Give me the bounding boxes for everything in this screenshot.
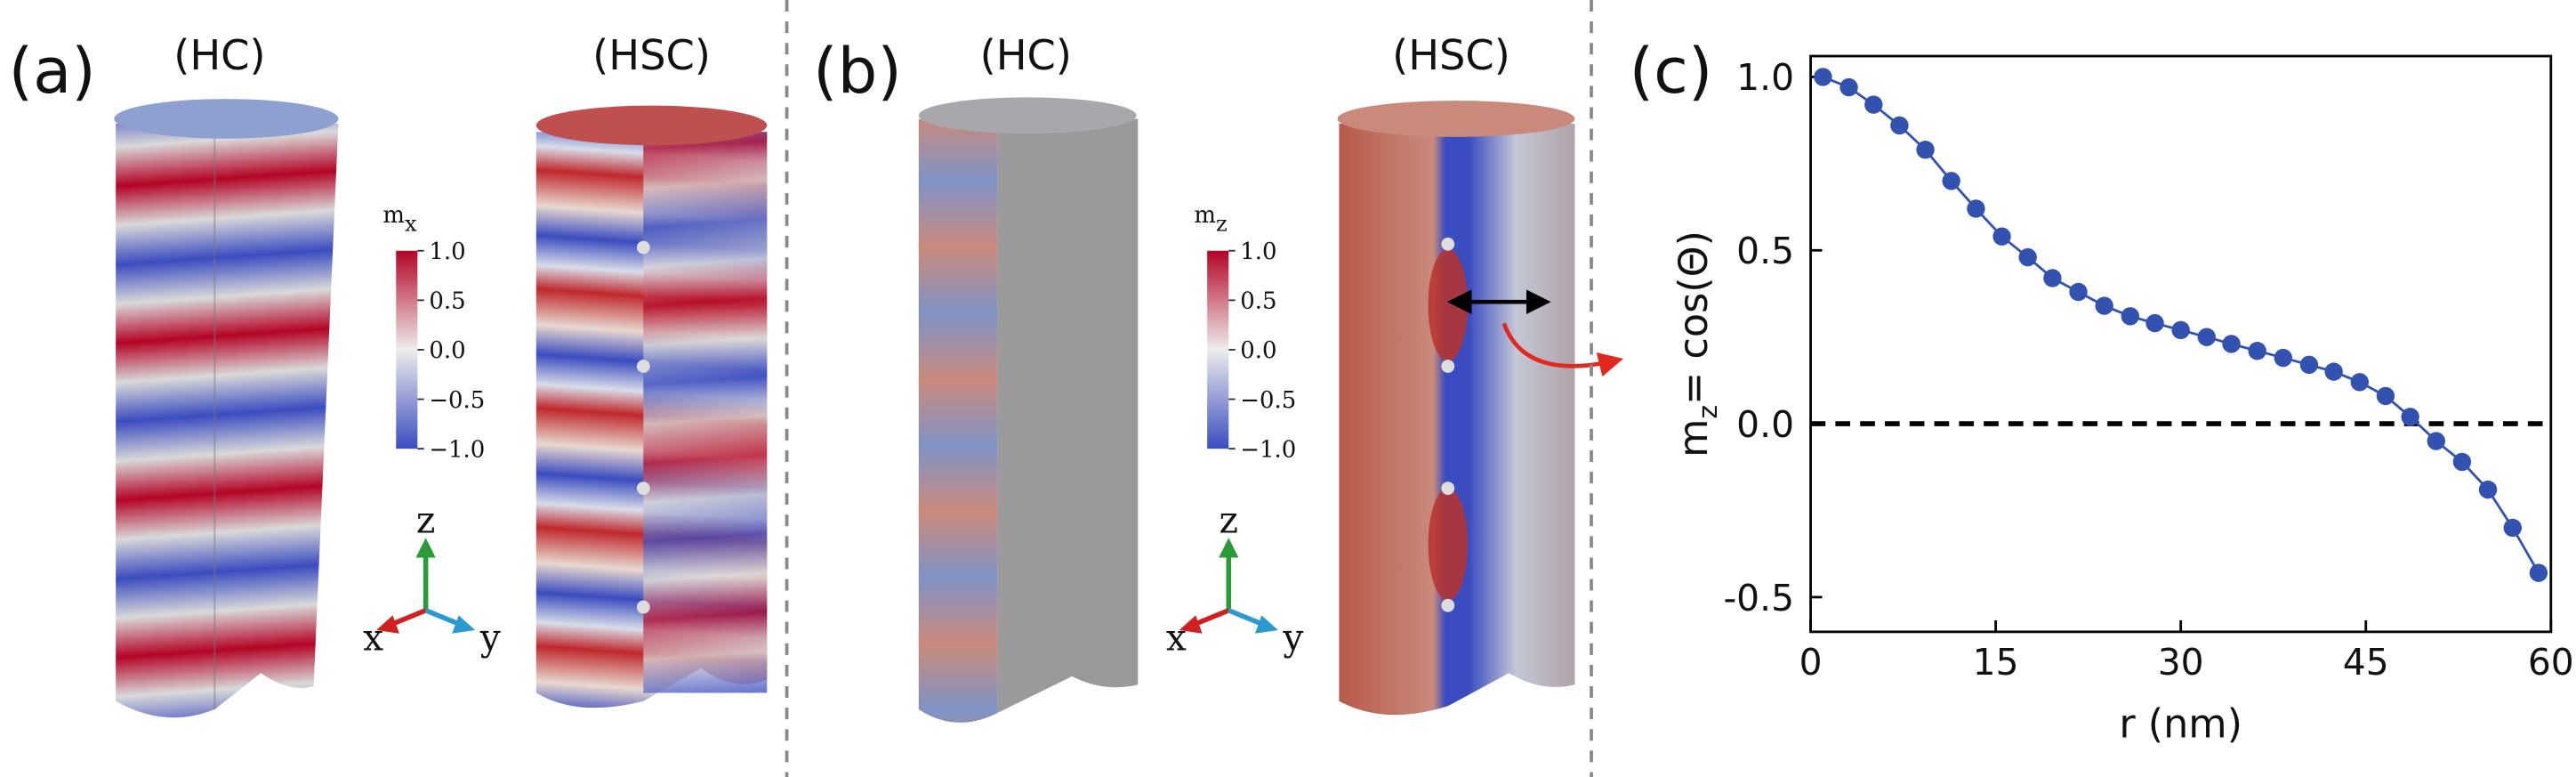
x-tick-label: 0 [1799,641,1823,684]
panel-title: (HC) [980,31,1072,79]
axis-label-y: y [1282,616,1303,659]
y-label-sub: z [1692,405,1723,419]
panel-label: (a) [9,35,96,108]
colorbar-tick-label: 0.0 [1240,337,1276,364]
data-point [2197,328,2216,346]
data-point [2121,307,2139,326]
data-point [1864,95,1883,114]
data-point [2299,355,2319,375]
axis-head-x [376,615,399,634]
cylinder-hsc-a [535,105,768,708]
cylinder-hsc-b [1337,101,1624,716]
y-tick-label: 0.0 [1736,403,1794,446]
colorbar-gradient [1207,250,1229,449]
data-point [2274,348,2292,368]
colorbar: mz 1.0 0.5 0.0 −0.5 −1.0 [1194,202,1296,463]
colorbar-tick-label: 1.0 [429,239,465,265]
panel-title: (HSC) [1392,31,1510,79]
cylinder-hc-b [918,97,1139,723]
data-point [2248,342,2266,360]
data-point [1916,141,1935,159]
axis-arrow-y [424,608,463,628]
axis-head-z [1219,538,1239,558]
data-point [1814,68,1832,86]
data-point [2043,269,2062,287]
data-point [2427,432,2445,450]
axis-head-y [1254,615,1278,634]
data-point [2171,320,2190,340]
data-point [2069,282,2088,302]
data-point [2503,518,2522,538]
colorbar-tick-label: −1.0 [429,436,485,463]
y-label-rest: = cos(Θ) [1671,231,1717,405]
y-tick-label: 0.5 [1736,230,1794,272]
axis-head-x [1179,615,1203,634]
data-point [2095,296,2113,315]
colorbar-label: mz [1194,202,1227,236]
data-point [2376,386,2395,406]
axis-arrow-y [1228,608,1267,628]
data-point [1942,172,1960,190]
colorbar-tick-label: −0.5 [1240,387,1296,414]
colorbar-gradient [396,250,418,449]
colorbar-tick-label: 0.0 [429,337,465,364]
y-tick-label: 1.0 [1736,56,1794,99]
panel-title: (HSC) [592,31,711,79]
data-point [2350,373,2369,392]
axis-label-z: z [1220,499,1238,542]
colorbar-label: mx [382,202,417,236]
data-point [1839,77,1858,97]
data-point [2324,362,2343,381]
colorbar-tick-label: −0.5 [429,387,485,414]
data-point [1890,116,1909,135]
colorbar-tick-label: 0.5 [1240,288,1276,315]
x-tick-label: 30 [2158,641,2204,684]
data-point [2018,247,2037,267]
y-tick-label: -0.5 [1723,577,1794,619]
axis-label-x: x [1166,616,1187,659]
colorbar-label-sub: z [1216,211,1228,236]
data-point [2529,563,2548,582]
axis-label-z: z [416,499,435,542]
panel-title: (HC) [173,31,265,79]
panel-label: (b) [813,35,902,108]
colorbar-label-main: m [382,202,405,229]
cylinder-hc-a [114,99,339,718]
x-tick-label: 60 [2528,641,2574,684]
axis-label-x: x [363,616,383,659]
data-point [2145,313,2164,333]
colorbar: mx 1.0 0.5 0.0 −0.5 −1.0 [382,202,485,463]
data-point [2478,480,2498,499]
colorbar-tick-label: 0.5 [429,288,465,315]
data-point [1967,199,1985,218]
axis-arrow-x [388,608,427,628]
axis-head-y [452,615,476,634]
colorbar-tick-label: 1.0 [1240,239,1276,265]
y-axis-label: mz= cos(Θ) [1671,231,1723,457]
colorbar-tick-label: −1.0 [1240,436,1296,463]
data-point [2401,408,2419,426]
colorbar-label-sub: x [405,211,417,236]
x-tick-label: 45 [2343,641,2389,684]
line-chart: 0 15 30 45 60 1.0 0.5 0.0 -0.5 r (nm) mz= cos(Θ) [1671,54,2574,748]
data-point [1992,227,2011,246]
data-point [2452,452,2472,472]
axis-head-z [415,538,436,558]
y-label-main: m [1671,419,1717,457]
axis-arrow-x [1191,608,1230,628]
x-tick-label: 15 [1973,641,2019,684]
panel-label: (c) [1630,35,1713,108]
x-axis-label: r (nm) [2119,702,2242,748]
axis-label-y: y [479,616,501,659]
colorbar-label-main: m [1194,202,1216,229]
data-point [2222,335,2241,353]
